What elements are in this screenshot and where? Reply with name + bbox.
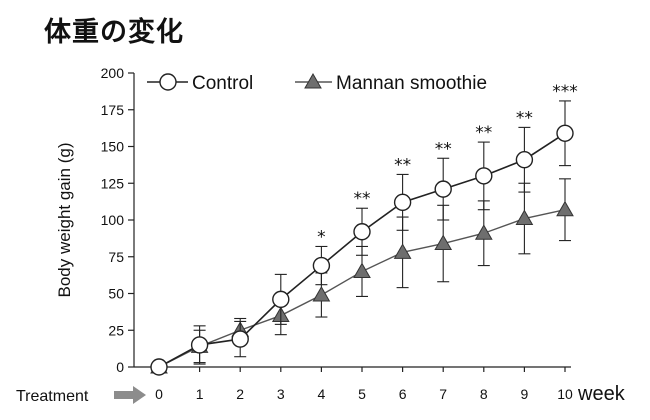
data-point-control [231,330,249,348]
data-point-control [190,336,209,354]
x-tick-label: 0 [155,386,163,402]
y-tick-label: 100 [101,212,125,228]
legend: Control Mannan smoothie [147,72,487,94]
data-point-mannan-smoothie [515,209,534,226]
data-point-control [353,223,371,241]
y-tick-label: 125 [101,175,125,191]
significance-marker: ** [516,108,533,128]
x-tick-label: 8 [480,386,488,402]
significance-marker: ** [354,189,371,209]
data-point-control [150,358,168,376]
x-tick-label: 4 [318,386,326,402]
data-point-mannan-smoothie [353,262,371,278]
page-title: 体重の変化 [44,17,184,48]
y-tick-label: 175 [101,102,125,118]
data-point-mannan-smoothie [393,243,412,259]
series-control [150,100,574,376]
data-point-control [434,180,452,198]
treatment-label: Treatment [16,388,89,405]
legend-mannan-marker [304,72,322,89]
data-point-control [475,167,493,185]
x-tick-label: 9 [521,386,529,402]
y-tick-label: 25 [108,322,124,338]
x-tick-label: 1 [196,386,204,402]
x-tick-label: 3 [277,386,285,402]
significance-marker: ** [475,123,492,143]
x-tick-label: 7 [439,386,447,402]
treatment-arrow-shaft [114,391,134,399]
data-point-control [393,193,412,212]
x-axis-unit-label: week [577,383,626,405]
significance-marker: ** [435,139,452,159]
data-point-mannan-smoothie [434,234,453,251]
data-point-mannan-smoothie [312,285,331,302]
y-tick-label: 200 [101,65,125,81]
legend-control-marker [159,73,177,91]
data-point-control [556,124,574,142]
y-axis-label: Body weight gain (g) [55,143,74,298]
axes: 0 25 50 75 100 125 150 175 200 0 1 2 3 4 5 6 7 8 9 10 week Bo… [55,65,626,405]
x-tick-label: 10 [557,386,573,402]
x-tick-label: 5 [358,386,366,402]
data-point-mannan-smoothie [474,224,493,240]
y-tick-label: 50 [108,286,124,302]
data-point-control [272,290,290,309]
data-point-control [312,256,331,275]
x-tick-label: 2 [236,386,244,402]
treatment-indicator: Treatment [16,386,146,405]
legend-mannan-label: Mannan smoothie [336,73,487,94]
y-tick-label: 0 [116,359,124,375]
data-point-mannan-smoothie [556,200,574,217]
significance-marker: ** [394,155,411,175]
y-tick-label: 150 [101,139,125,155]
x-tick-label: 6 [399,386,407,402]
significance-marker: *** [552,82,578,102]
y-tick-label: 75 [108,249,124,265]
significance-marker: * [317,227,326,247]
treatment-arrow-head [133,386,146,404]
legend-control-label: Control [192,73,253,94]
data-point-control [515,151,534,169]
series-layer [150,100,574,376]
significance-layer: ************** [317,82,578,248]
